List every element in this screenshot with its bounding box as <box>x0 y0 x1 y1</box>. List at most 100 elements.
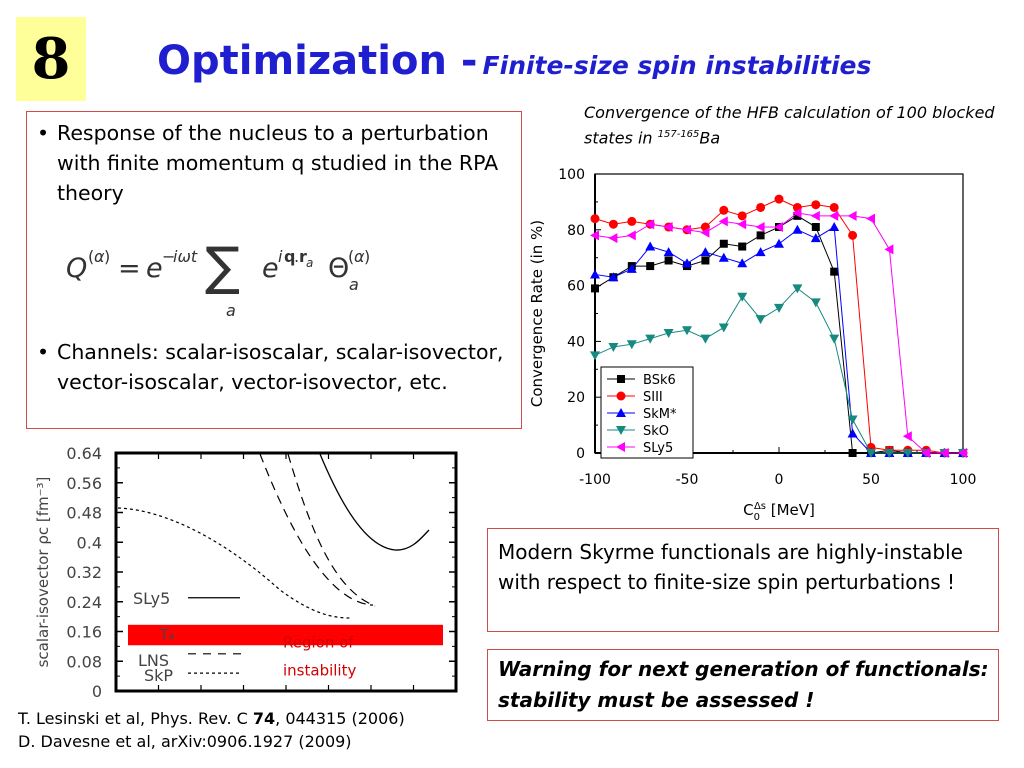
svg-text:α: α <box>94 247 105 266</box>
bullet-rpa: • Response of the nucleus to a perturbat… <box>37 118 507 208</box>
point-siii <box>848 230 858 240</box>
ref1-suffix: , 044315 (2006) <box>275 709 405 728</box>
point-sly5 <box>829 210 839 221</box>
point-siii <box>627 216 637 226</box>
y-tick-label: 60 <box>567 279 585 295</box>
x-axis-title-sub: 0 <box>754 512 760 523</box>
convergence-caption: Convergence of the HFB calculation of 10… <box>584 102 1004 149</box>
point-skm <box>700 247 711 257</box>
convergence-legend: BSk6 SIII SkM* SkO SLy5 <box>600 366 694 459</box>
point-bsk6 <box>664 256 673 265</box>
point-sko <box>663 329 674 339</box>
point-bsk6 <box>811 223 820 232</box>
point-sko <box>682 326 692 336</box>
point-bsk6 <box>646 262 655 271</box>
point-sko <box>884 449 895 458</box>
legend-marker-siii <box>616 391 626 401</box>
x-axis-title-c: C <box>743 501 753 519</box>
legend-label-sly5: SLy5 <box>133 589 170 608</box>
title-main: Optimization - <box>157 38 478 84</box>
y-tick-label: 20 <box>567 390 585 406</box>
svg-text:r: r <box>299 247 307 266</box>
svg-text:a: a <box>226 301 236 320</box>
caption-text: Convergence of the HFB calculation of 10… <box>584 103 995 148</box>
point-skm <box>590 269 600 279</box>
point-bsk6 <box>719 239 728 248</box>
point-skm <box>626 263 637 273</box>
point-skm <box>737 258 748 268</box>
point-sly5 <box>663 222 673 233</box>
point-bsk6 <box>756 231 765 240</box>
point-sko <box>608 342 619 352</box>
point-sly5 <box>700 227 710 238</box>
legend-marker-sko <box>616 426 626 435</box>
y-tick-label: 40 <box>567 334 585 350</box>
point-sko <box>590 351 600 361</box>
legend-label-skm: SkM* <box>643 407 677 422</box>
modern-note-text: Modern Skyrme functionals are highly-ins… <box>498 540 963 594</box>
modern-note-box: Modern Skyrme functionals are highly-ins… <box>487 528 999 632</box>
x-tick-label: -100 <box>579 472 611 488</box>
point-skm <box>608 272 619 282</box>
caption-suffix: Ba <box>699 128 721 148</box>
point-sko <box>755 315 766 325</box>
point-sko <box>810 298 821 308</box>
page-title: Optimization - Finite-size spin instabil… <box>157 38 871 84</box>
point-skm <box>810 233 821 243</box>
point-sko <box>718 323 729 333</box>
point-skm <box>792 224 803 234</box>
slide-number: 8 <box>16 17 86 101</box>
svg-text:∑: ∑ <box>205 237 240 297</box>
point-sly5 <box>737 219 747 230</box>
point-sly5 <box>810 210 820 221</box>
bullet-text: Response of the nucleus to a perturbatio… <box>57 121 499 205</box>
reference-lesinski: T. Lesinski et al, Phys. Rev. C 74, 0443… <box>18 708 405 730</box>
legend-label-skp: SkP <box>144 666 173 685</box>
point-siii <box>719 205 729 215</box>
y-tick-label: 80 <box>567 223 585 239</box>
legend-label-t4: T₄ <box>159 628 175 644</box>
point-bsk6 <box>848 449 857 457</box>
svg-text:−: − <box>162 247 175 266</box>
point-siii <box>608 219 618 229</box>
point-sly5 <box>939 448 949 458</box>
point-sly5 <box>682 224 691 235</box>
svg-text:.: . <box>294 247 299 266</box>
bullet-text: Channels: scalar-isoscalar, scalar-isove… <box>57 340 504 394</box>
svg-text:=: = <box>118 253 141 284</box>
warning-box: Warning for next generation of functiona… <box>487 649 999 721</box>
point-bsk6 <box>830 267 839 276</box>
point-skm <box>755 247 766 257</box>
convergence-chart: 0 20 40 60 80 100 -100 -50 0 50 100 Convergence Rat… <box>528 167 976 523</box>
x-tick-label: -50 <box>676 472 699 488</box>
curve-sly5 <box>319 453 430 551</box>
svg-text:Θ: Θ <box>328 253 349 284</box>
y-axis-title: scalar-isovector ρc [fm⁻³] <box>34 477 52 668</box>
bullet-dot: • <box>37 121 50 145</box>
point-sly5 <box>645 219 655 230</box>
point-sko <box>866 449 876 458</box>
point-sko <box>847 415 858 425</box>
point-sko <box>700 334 711 344</box>
svg-text:): ) <box>364 247 370 266</box>
point-sly5 <box>958 448 967 458</box>
point-sly5 <box>847 210 857 221</box>
point-bsk6 <box>793 211 802 220</box>
caption-isotopes: 157-165 <box>657 129 700 140</box>
legend-label-lns: LNS <box>138 651 169 670</box>
point-sly5 <box>590 230 599 241</box>
point-sly5 <box>902 431 912 442</box>
curve-skp <box>117 507 351 619</box>
x-axis-title: C0Δs [MeV] <box>743 501 815 523</box>
point-skm <box>663 247 674 257</box>
point-skm <box>829 222 840 232</box>
point-skm <box>774 238 784 248</box>
y-tick-label: 0.08 <box>66 652 102 671</box>
point-sko <box>774 303 784 313</box>
x-tick-label: 0 <box>775 472 784 488</box>
instability-band <box>128 624 443 646</box>
convergence-axes: 0 20 40 60 80 100 -100 -50 0 50 100 Convergence Rat… <box>528 167 976 523</box>
point-skm <box>847 428 858 438</box>
point-bsk6 <box>701 256 710 265</box>
